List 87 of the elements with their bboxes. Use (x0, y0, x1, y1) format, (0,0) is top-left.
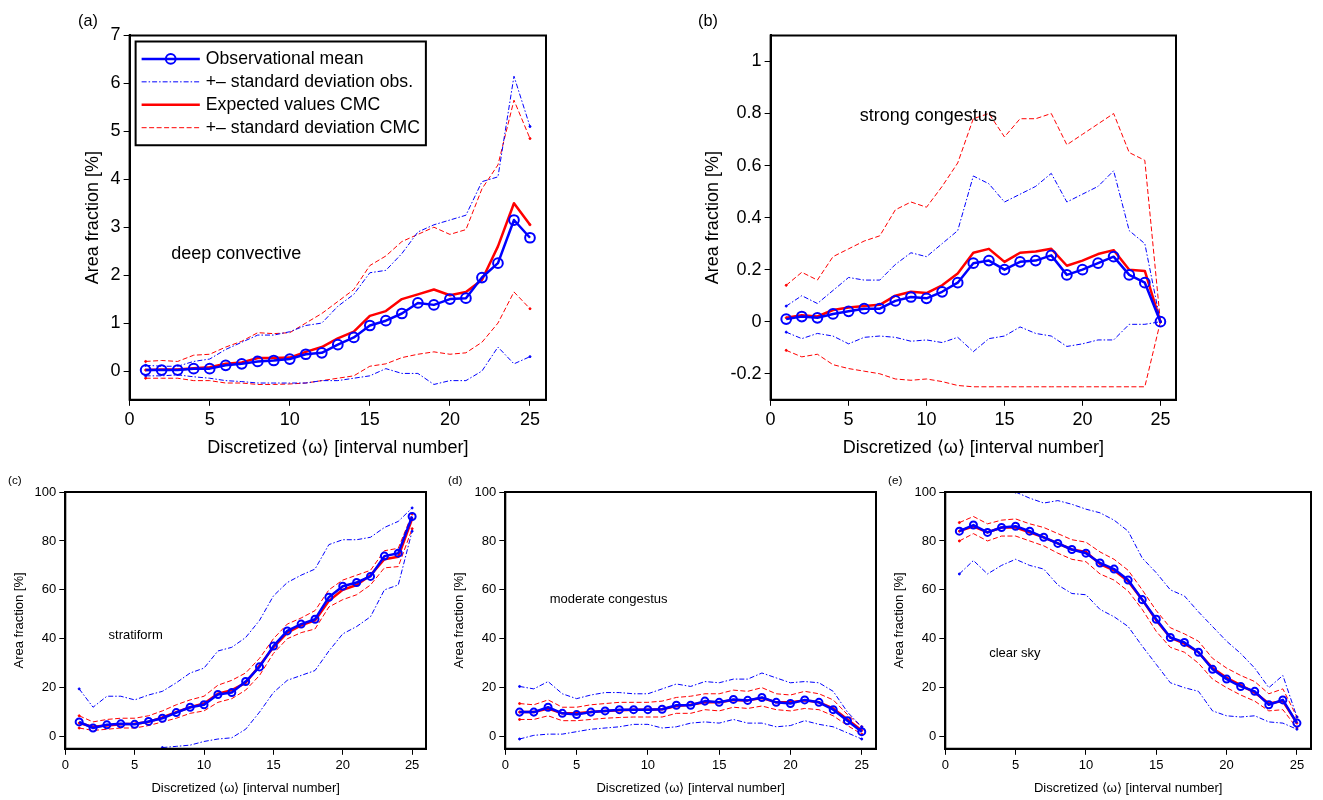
y-tick-label: 1 (751, 50, 762, 71)
x-tick-label: 10 (640, 757, 656, 773)
chart-title: (d) (448, 473, 463, 487)
x-tick-label: 15 (266, 757, 281, 773)
annotation: moderate congestus (549, 591, 669, 607)
x-tick-label: 0 (501, 757, 509, 773)
x-tick-label: 5 (204, 408, 215, 429)
y-tick-label: 20 (41, 679, 57, 695)
y-tick-label: 100 (474, 483, 497, 499)
chart-title: (b) (698, 11, 718, 30)
x-tick-label: 0 (124, 408, 135, 429)
x-tick-label: 25 (854, 757, 869, 773)
x-axis-title: Discretized ⟨ω⟩ [interval number] (596, 779, 785, 795)
annotation: strong congestus (859, 104, 997, 125)
y-tick-label: 60 (481, 581, 497, 597)
y-tick-label: 3 (110, 216, 121, 237)
y-tick-label: 0.6 (736, 154, 762, 175)
y-tick-label: 20 (921, 679, 937, 695)
legend-label: Observational mean (205, 47, 364, 68)
chart-title: (c) (8, 473, 22, 487)
y-tick-label: 60 (921, 581, 937, 597)
y-tick-label: 60 (41, 581, 57, 597)
legend-label: +– standard deviation obs. (205, 70, 414, 91)
x-tick-label: 10 (1078, 757, 1094, 773)
y-tick-label: 40 (481, 630, 497, 646)
y-tick-label: 100 (34, 483, 57, 499)
y-tick-label: 0 (929, 728, 937, 744)
x-tick-label: 0 (941, 757, 949, 773)
x-tick-label: 25 (519, 408, 540, 429)
x-tick-label: 20 (439, 408, 460, 429)
x-tick-label: 0 (765, 408, 776, 429)
x-tick-label: 15 (994, 408, 1015, 429)
y-tick-label: 4 (110, 168, 121, 189)
x-axis-title: Discretized ⟨ω⟩ [interval number] (842, 437, 1104, 458)
y-tick-label: 80 (41, 532, 57, 548)
y-axis-title: Area fraction [%] (451, 572, 467, 669)
y-tick-label: 100 (914, 483, 937, 499)
y-tick-label: 6 (110, 72, 121, 93)
y-tick-label: 40 (921, 630, 937, 646)
x-tick-label: 5 (131, 757, 139, 773)
x-tick-label: 25 (1150, 408, 1171, 429)
y-tick-label: 0 (489, 728, 497, 744)
y-tick-label: 80 (481, 532, 497, 548)
x-tick-label: 20 (1219, 757, 1234, 773)
y-tick-label: 0 (110, 360, 121, 380)
y-axis-title: Area fraction [%] (81, 151, 102, 285)
x-tick-label: 10 (196, 757, 212, 773)
x-tick-label: 5 (572, 757, 581, 773)
y-tick-label: 0 (49, 728, 57, 744)
annotation: clear sky (989, 645, 1041, 661)
legend-label: +– standard deviation CMC (205, 116, 421, 137)
x-axis-title: Discretized ⟨ω⟩ [interval number] (207, 437, 469, 458)
x-tick-label: 10 (916, 408, 937, 429)
y-axis-title: Area fraction [%] (891, 572, 907, 669)
x-tick-label: 15 (711, 757, 727, 773)
y-tick-label: 80 (921, 532, 937, 548)
x-tick-label: 20 (335, 757, 350, 773)
x-tick-label: 5 (1012, 757, 1020, 773)
x-axis-title: Discretized ⟨ω⟩ [interval number] (151, 779, 340, 795)
y-tick-label: 0.2 (736, 258, 762, 279)
y-tick-label: 2 (110, 264, 121, 285)
x-tick-label: 0 (61, 757, 69, 773)
x-tick-label: 10 (279, 408, 300, 429)
y-tick-label: 0.8 (736, 102, 762, 123)
annotation: stratiform (108, 627, 163, 643)
y-tick-label: -0.2 (730, 362, 762, 383)
y-tick-label: 5 (110, 120, 121, 141)
legend-label: Expected values CMC (205, 93, 381, 114)
x-tick-label: 20 (783, 757, 798, 773)
chart-title: (e) (888, 473, 903, 487)
annotation: deep convective (171, 243, 302, 264)
x-tick-label: 5 (843, 408, 854, 429)
y-tick-label: 7 (110, 24, 121, 45)
y-tick-label: 0 (751, 310, 762, 331)
y-tick-label: 40 (41, 630, 57, 646)
x-axis-title: Discretized ⟨ω⟩ [interval number] (1033, 779, 1223, 795)
x-tick-label: 15 (1149, 757, 1164, 773)
x-tick-label: 20 (1072, 408, 1093, 429)
y-axis-title: Area fraction [%] (11, 572, 27, 669)
y-axis-title: Area fraction [%] (701, 151, 722, 285)
chart-title: (a) (78, 11, 98, 30)
x-tick-label: 15 (359, 408, 380, 429)
x-tick-label: 25 (404, 757, 420, 773)
y-tick-label: 1 (110, 312, 121, 333)
y-tick-label: 0.4 (736, 206, 762, 227)
y-tick-label: 20 (481, 679, 497, 695)
x-tick-label: 25 (1289, 757, 1305, 773)
